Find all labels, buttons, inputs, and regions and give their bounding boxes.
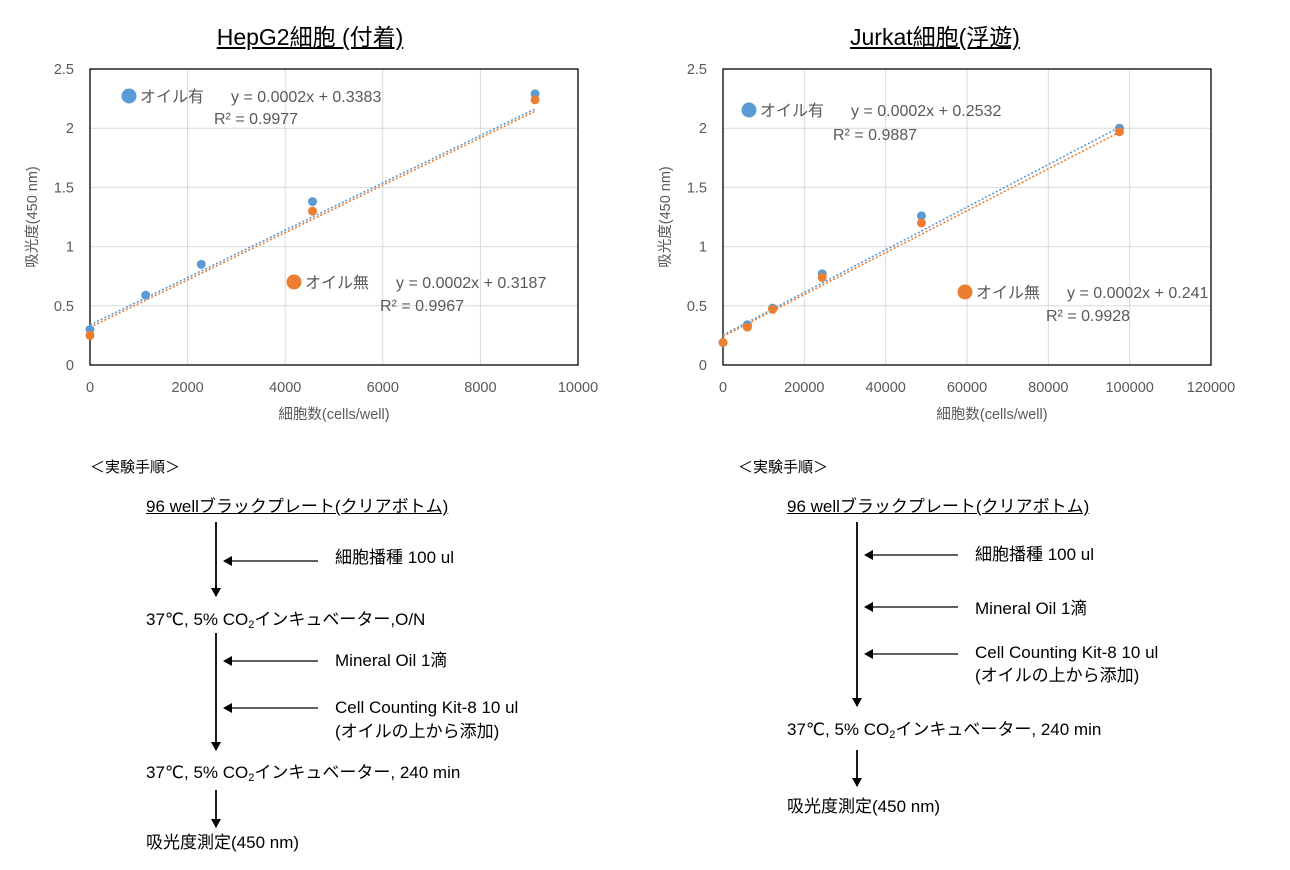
cck-note-right: (オイルの上から添加) — [975, 666, 1140, 685]
x-axis-label: 細胞数(cells/well) — [278, 406, 389, 423]
chart-title-hepg2: HepG2細胞 (付着) — [216, 24, 404, 50]
x-tick-label: 0 — [86, 380, 94, 396]
data-point-oil-without — [742, 322, 752, 332]
legend-marker-oil-without — [286, 274, 302, 290]
legend-label-oil-without: オイル無 — [976, 284, 1040, 302]
incubate-sub-right: 2 — [889, 729, 896, 741]
x-axis-label: 細胞数(cells/well) — [936, 406, 1047, 423]
trendline-oil-without — [89, 110, 536, 328]
y-tick-label: 2.5 — [687, 62, 707, 78]
procedure-heading-right: ＜実験手順＞ — [738, 459, 829, 476]
trend-equation-oil-without: y = 0.0002x + 0.241 — [1067, 285, 1209, 302]
incubate-on-post: インキュベーター,O/N — [254, 610, 426, 629]
y-tick-label: 0.5 — [687, 299, 707, 315]
data-point-oil-without — [308, 206, 318, 216]
x-tick-label: 40000 — [866, 380, 906, 396]
x-tick-label: 10000 — [558, 380, 598, 396]
legend-label-oil-with: オイル有 — [140, 88, 204, 106]
data-point-oil-without — [916, 218, 926, 228]
y-tick-label: 1 — [66, 240, 74, 256]
data-point-oil-with — [196, 259, 206, 269]
incubate-on-step-left: 37℃, 5% CO2インキュベーター,O/N — [146, 610, 426, 631]
incubate-240-post: インキュベーター, 240 min — [254, 763, 461, 782]
y-tick-label: 2 — [699, 121, 707, 137]
incubate-step-right: 37℃, 5% CO2インキュベーター, 240 min — [787, 720, 1102, 741]
legend-label-oil-with: オイル有 — [760, 102, 824, 120]
trend-equation-oil-with: y = 0.0002x + 0.3383 — [231, 89, 381, 106]
incubate-240-sub: 2 — [248, 772, 255, 784]
chart-title-jurkat: Jurkat細胞(浮遊) — [850, 24, 1020, 50]
trend-r2-oil-without: R² = 0.9928 — [1046, 308, 1130, 325]
x-tick-label: 8000 — [464, 380, 496, 396]
x-tick-label: 2000 — [171, 380, 203, 396]
incubate-pre-right: 37℃, 5% CO — [787, 720, 890, 739]
trendline-oil-with — [89, 108, 536, 326]
hepg2-scatter-chart: 0 2000 4000 6000 8000 10000 0 0.5 1 1.5 2 2.5 細胞数(ce… — [24, 62, 598, 423]
x-tick-label: 60000 — [947, 380, 987, 396]
y-axis-label: 吸光度(450 nm) — [24, 166, 41, 268]
cck-step-left: Cell Counting Kit-8 10 ul — [335, 698, 519, 717]
legend-marker-oil-with — [121, 88, 137, 104]
x-tick-label: 80000 — [1028, 380, 1068, 396]
data-point-oil-with — [141, 290, 151, 300]
trend-r2-oil-with: R² = 0.9887 — [833, 127, 917, 144]
cck-note-left: (オイルの上から添加) — [335, 722, 500, 741]
data-point-oil-without — [85, 330, 95, 340]
trend-equation-oil-without: y = 0.0002x + 0.3187 — [396, 275, 546, 292]
trend-equation-oil-with: y = 0.0002x + 0.2532 — [851, 103, 1001, 120]
procedure-heading-left: ＜実験手順＞ — [90, 459, 181, 476]
data-point-oil-without — [768, 304, 778, 314]
legend-marker-oil-without — [957, 284, 973, 300]
y-tick-label: 1.5 — [687, 180, 707, 196]
jurkat-scatter-chart: 0 20000 40000 60000 80000 100000 120000 0 0.5 1 1.… — [657, 62, 1235, 423]
data-point-oil-with — [308, 197, 318, 207]
incubate-240-pre: 37℃, 5% CO — [146, 763, 249, 782]
seed-step-right: 細胞播種 100 ul — [975, 545, 1095, 564]
y-tick-label: 0.5 — [54, 299, 74, 315]
y-tick-label: 1.5 — [54, 180, 74, 196]
x-tick-label: 100000 — [1105, 380, 1153, 396]
data-point-oil-without — [817, 272, 827, 282]
trendline-oil-with — [722, 126, 1120, 336]
legend-marker-oil-with — [741, 102, 757, 118]
oil-step-left: Mineral Oil 1滴 — [335, 651, 448, 670]
trend-r2-oil-with: R² = 0.9977 — [214, 111, 298, 128]
x-tick-label: 20000 — [784, 380, 824, 396]
incubate-on-sub: 2 — [248, 619, 255, 631]
x-tick-label: 4000 — [269, 380, 301, 396]
x-tick-label: 0 — [719, 380, 727, 396]
oil-step-right: Mineral Oil 1滴 — [975, 599, 1088, 618]
incubate-on-pre: 37℃, 5% CO — [146, 610, 249, 629]
seed-step-left: 細胞播種 100 ul — [335, 548, 455, 567]
measure-step-right: 吸光度測定(450 nm) — [787, 797, 941, 816]
data-point-oil-without — [530, 95, 540, 105]
plot-area-border — [722, 68, 1212, 366]
y-tick-label: 0 — [699, 358, 707, 374]
x-tick-label: 6000 — [367, 380, 399, 396]
incubate-post-right: インキュベーター, 240 min — [895, 720, 1102, 739]
trend-r2-oil-without: R² = 0.9967 — [380, 298, 464, 315]
plate-step-left: 96 wellブラックプレート(クリアボトム) — [146, 497, 449, 516]
measure-step-left: 吸光度測定(450 nm) — [146, 833, 300, 852]
cck-step-right: Cell Counting Kit-8 10 ul — [975, 643, 1159, 662]
legend-label-oil-without: オイル無 — [305, 274, 369, 292]
y-tick-label: 2.5 — [54, 62, 74, 78]
y-tick-label: 2 — [66, 121, 74, 137]
plate-step-right: 96 wellブラックプレート(クリアボトム) — [787, 497, 1090, 516]
data-point-oil-without — [1115, 127, 1124, 137]
data-point-oil-with — [916, 211, 926, 221]
y-tick-label: 0 — [66, 358, 74, 374]
y-tick-label: 1 — [699, 240, 707, 256]
x-tick-label: 120000 — [1187, 380, 1235, 396]
y-axis-label: 吸光度(450 nm) — [657, 166, 674, 268]
incubate-240-step-left: 37℃, 5% CO2インキュベーター, 240 min — [146, 763, 461, 784]
plot-area-border — [89, 68, 579, 366]
data-point-oil-without — [718, 338, 728, 348]
